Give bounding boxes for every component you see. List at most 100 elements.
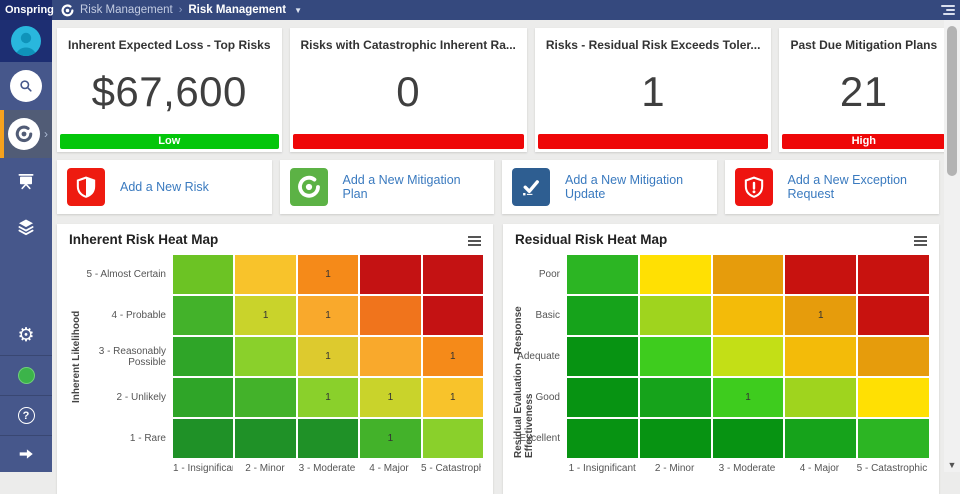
heatmap-row: 1 - Rare 1 — [69, 419, 484, 458]
heatmap-cell[interactable] — [173, 337, 234, 376]
y-axis-tick-label: 5 - Almost Certain — [86, 269, 166, 280]
x-axis-tick-label: 1 - Insignificant — [568, 463, 636, 474]
heatmap-cell[interactable] — [639, 337, 711, 376]
sidebar-item-help[interactable]: ? — [0, 395, 52, 435]
heatmap-cell[interactable] — [712, 296, 784, 335]
kpi-card-catastrophic-risks[interactable]: Risks with Catastrophic Inherent Ra... 0 — [289, 28, 527, 152]
x-axis-tick-label: 4 - Major — [369, 463, 409, 474]
heatmap-cell[interactable] — [785, 337, 857, 376]
heatmap-cell[interactable] — [712, 255, 784, 294]
breadcrumb-page[interactable]: Risk Management — [188, 4, 287, 16]
add-new-exception-request-button[interactable]: Add a New Exception Request — [724, 160, 939, 214]
heatmap-cell[interactable]: 1 — [360, 419, 421, 458]
heatmap-cell[interactable] — [173, 296, 234, 335]
layers-icon — [16, 217, 36, 237]
add-new-mitigation-update-button[interactable]: Add a New Mitigation Update — [502, 160, 717, 214]
breadcrumb-caret-icon[interactable]: ▼ — [294, 5, 303, 15]
heatmap-cell[interactable] — [360, 255, 421, 294]
breadcrumb-app[interactable]: Risk Management — [80, 4, 173, 16]
sidebar-item-status[interactable] — [0, 355, 52, 395]
heatmap-cell[interactable] — [235, 337, 296, 376]
chart-menu-icon[interactable] — [912, 234, 929, 248]
heatmap-cell[interactable] — [235, 378, 296, 417]
x-axis-labels: 1 - Insignificant 2 - Minor 3 - Moderate 4 … — [515, 463, 929, 474]
heatmap-cell[interactable] — [639, 255, 711, 294]
heatmap-row: 5 - Almost Certain 1 — [69, 255, 484, 294]
add-new-risk-button[interactable]: Add a New Risk — [57, 160, 272, 214]
kpi-status-bar: High — [782, 134, 946, 149]
heatmap-cell[interactable]: 1 — [297, 378, 359, 417]
kpi-title: Inherent Expected Loss - Top Risks — [68, 38, 271, 52]
heatmap-cell[interactable] — [422, 419, 484, 458]
heatmap-cell[interactable] — [422, 255, 484, 294]
spiral-icon — [289, 168, 328, 206]
sidebar-item-dashboards[interactable] — [0, 158, 52, 204]
heatmap-cell[interactable] — [858, 255, 929, 294]
kpi-card-past-due-mitigation-plans[interactable]: Past Due Mitigation Plans 21 High — [779, 28, 949, 152]
heatmap-cell[interactable] — [785, 419, 857, 458]
search-icon — [10, 70, 42, 102]
heatmap-cell[interactable] — [785, 255, 857, 294]
heatmap-chart: Residual Evaluation - Response Effective… — [513, 255, 929, 474]
add-new-mitigation-plan-button[interactable]: Add a New Mitigation Plan — [279, 160, 494, 214]
sidebar-item-search[interactable] — [0, 62, 52, 110]
heatmap-cell[interactable] — [858, 419, 929, 458]
heatmap-cell[interactable] — [858, 378, 929, 417]
heatmap-cell[interactable]: 1 — [785, 296, 857, 335]
heatmap-cell[interactable] — [639, 378, 711, 417]
heatmap-cell[interactable] — [173, 255, 234, 294]
heatmap-cell[interactable] — [567, 419, 638, 458]
shield-half-icon — [67, 168, 105, 206]
sidebar-item-collapse[interactable] — [0, 435, 52, 472]
heatmap-cell[interactable] — [567, 337, 638, 376]
heatmap-chart: Inherent Likelihood 5 - Almost Certain 1 4… — [69, 255, 484, 474]
sidebar: › ⚙ ? — [0, 20, 52, 472]
heatmap-cell[interactable] — [639, 419, 711, 458]
heatmap-cell[interactable]: 1 — [297, 296, 359, 335]
shield-exclamation-icon — [734, 168, 773, 206]
vertical-scrollbar[interactable]: ▼ — [944, 20, 960, 472]
scrollbar-thumb[interactable] — [947, 26, 957, 176]
heatmap-cell[interactable] — [235, 255, 296, 294]
heatmap-cell[interactable] — [567, 378, 638, 417]
heatmap-cell[interactable] — [360, 296, 421, 335]
heatmap-cell[interactable] — [297, 419, 359, 458]
heatmap-cell[interactable]: 1 — [712, 378, 784, 417]
chevron-right-icon: › — [44, 127, 48, 141]
heatmap-cell[interactable] — [235, 419, 296, 458]
y-axis-tick-label: 3 - Reasonably Possible — [98, 345, 166, 368]
help-question-icon: ? — [17, 407, 35, 424]
heatmap-cell[interactable]: 1 — [297, 255, 359, 294]
heatmap-cell[interactable]: 1 — [422, 337, 484, 376]
heatmap-cell[interactable]: 1 — [235, 296, 296, 335]
heatmap-cell[interactable] — [567, 296, 638, 335]
heatmap-cell[interactable] — [712, 419, 784, 458]
heatmap-cell[interactable] — [712, 337, 784, 376]
kpi-value: 1 — [641, 68, 666, 115]
heatmap-cell[interactable] — [858, 296, 929, 335]
heatmap-cell[interactable]: 1 — [360, 378, 421, 417]
heatmap-cell[interactable] — [567, 255, 638, 294]
action-label: Add a New Mitigation Plan — [342, 173, 461, 201]
heatmap-cell[interactable]: 1 — [422, 378, 484, 417]
heatmap-cell[interactable] — [785, 378, 857, 417]
heatmap-cell[interactable]: 1 — [297, 337, 359, 376]
sidebar-item-settings[interactable]: ⚙ — [0, 315, 52, 355]
heatmap-cell[interactable] — [173, 378, 234, 417]
heatmap-row: 3 - Reasonably Possible 1 1 — [69, 337, 484, 376]
sidebar-item-risk-management-active[interactable]: › — [0, 110, 52, 158]
y-axis-tick-label: 1 - Rare — [129, 433, 166, 444]
heatmap-cell[interactable] — [639, 296, 711, 335]
brand-logo[interactable]: Onspring — [0, 0, 54, 20]
sidebar-item-content[interactable] — [0, 204, 52, 250]
kpi-card-residual-exceeds-tolerance[interactable]: Risks - Residual Risk Exceeds Toler... 1 — [534, 28, 772, 152]
scrollbar-down-arrow-icon[interactable]: ▼ — [947, 460, 957, 470]
heatmap-cell[interactable] — [173, 419, 234, 458]
heatmap-cell[interactable] — [858, 337, 929, 376]
heatmap-cell[interactable] — [360, 337, 421, 376]
topbar-menu-icon[interactable] — [941, 5, 955, 15]
chart-menu-icon[interactable] — [466, 234, 483, 248]
kpi-card-inherent-expected-loss[interactable]: Inherent Expected Loss - Top Risks $67,6… — [57, 28, 282, 152]
heatmap-cell[interactable] — [422, 296, 484, 335]
sidebar-avatar[interactable] — [0, 20, 52, 62]
